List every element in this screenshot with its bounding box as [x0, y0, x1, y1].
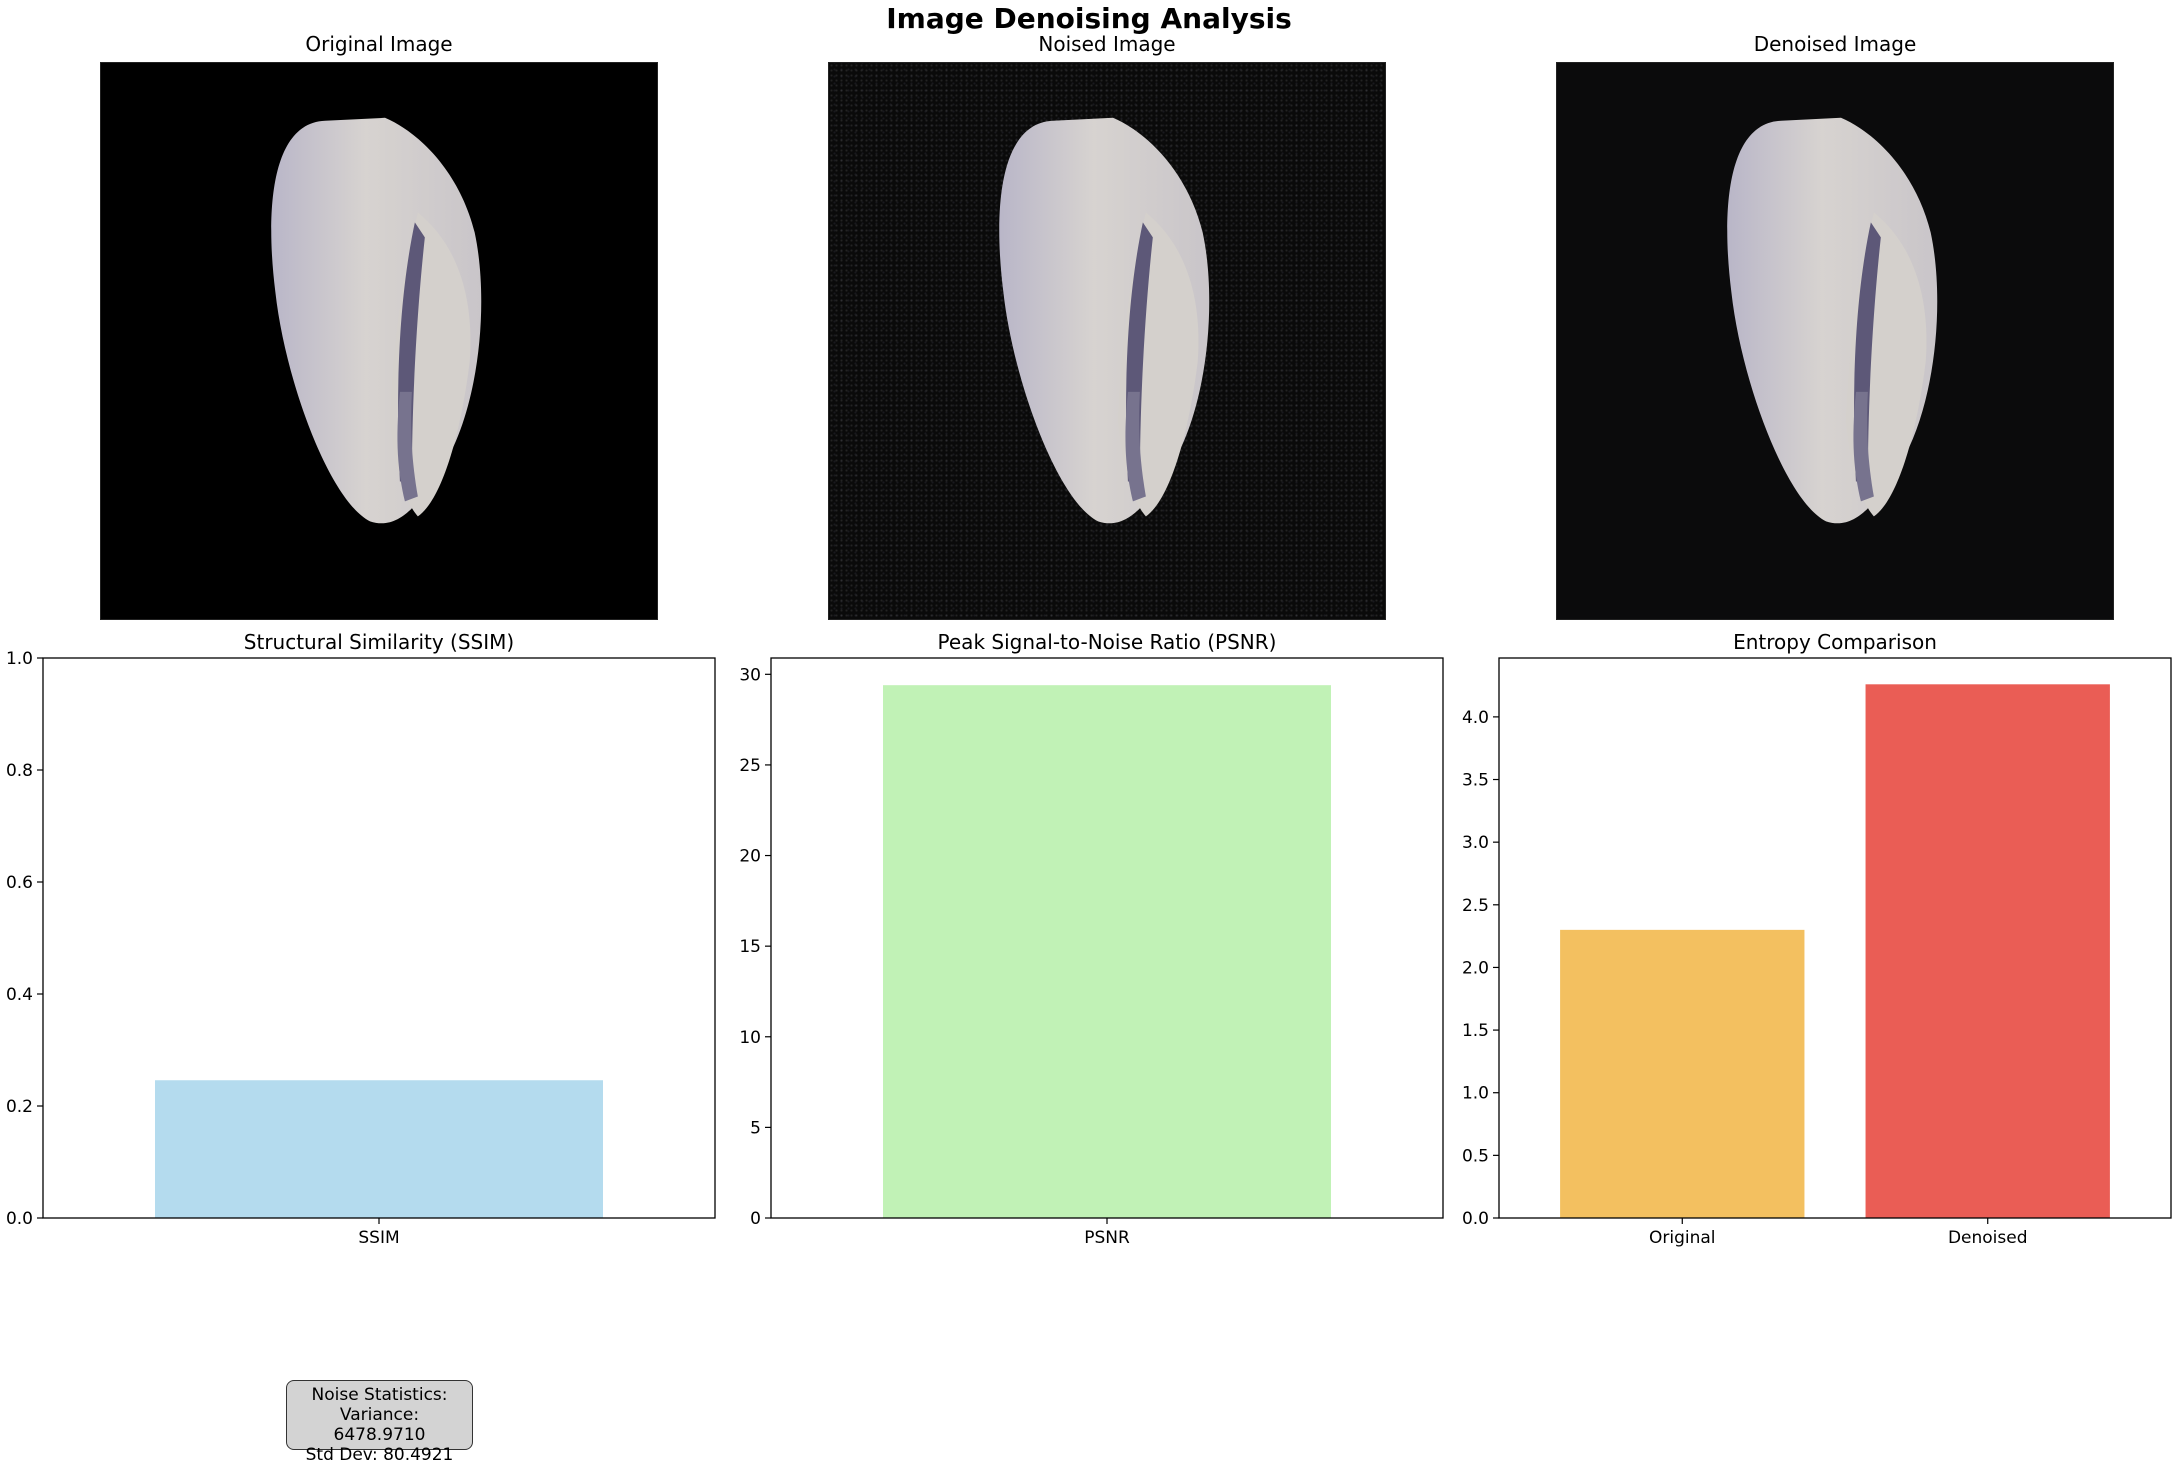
y-tick-label: 0	[750, 1209, 761, 1229]
y-tick-label: 0.2	[6, 1097, 33, 1117]
noise-std-dev: Std Dev: 80.4921	[305, 1445, 454, 1465]
y-tick-label: 1.0	[1462, 1084, 1489, 1104]
y-tick-label: 1.5	[1462, 1021, 1489, 1041]
noise-statistics-heading: Noise Statistics:	[311, 1385, 448, 1405]
entropy-chart-title: Entropy Comparison	[1733, 630, 1937, 654]
y-tick-label: 2.0	[1462, 958, 1489, 978]
noised-image	[828, 62, 1386, 620]
y-tick-label: 0.5	[1462, 1146, 1489, 1166]
x-tick-label: Denoised	[1948, 1228, 2028, 1248]
y-tick-label: 20	[739, 847, 761, 867]
y-tick-label: 3.5	[1462, 771, 1489, 791]
x-tick-label: PSNR	[1084, 1228, 1130, 1248]
y-tick-label: 10	[739, 1028, 761, 1048]
pistachio-image	[271, 117, 482, 524]
y-tick-label: 2.5	[1462, 896, 1489, 916]
denoised-image	[1556, 62, 2114, 620]
pistachio-image	[999, 117, 1210, 524]
y-tick-label: 25	[739, 756, 761, 776]
x-tick-label: Original	[1649, 1228, 1716, 1248]
noised-image-title: Noised Image	[1038, 32, 1176, 56]
bar-ssim	[155, 1080, 603, 1218]
original-image	[100, 62, 658, 620]
y-tick-label: 0.6	[6, 873, 33, 893]
bar-denoised	[1865, 684, 2110, 1218]
pistachio-image	[1727, 117, 1938, 524]
x-tick-label: SSIM	[358, 1228, 399, 1248]
bar-original	[1560, 929, 1805, 1218]
y-tick-label: 0.0	[6, 1209, 33, 1229]
y-tick-label: 4.0	[1462, 708, 1489, 728]
y-tick-label: 1.0	[6, 649, 33, 669]
y-tick-label: 5	[750, 1118, 761, 1138]
original-image-title: Original Image	[305, 32, 453, 56]
noise-variance: Variance: 6478.9710	[333, 1405, 426, 1445]
y-tick-label: 0.0	[1462, 1209, 1489, 1229]
y-tick-label: 30	[739, 665, 761, 685]
plot-frame	[1498, 657, 2172, 1219]
y-tick-label: 15	[739, 937, 761, 957]
figure-title: Image Denoising Analysis	[886, 2, 1292, 35]
noise-statistics-box: Noise Statistics: Variance: 6478.9710 St…	[286, 1380, 473, 1465]
y-tick-label: 0.8	[6, 761, 33, 781]
psnr-chart-title: Peak Signal-to-Noise Ratio (PSNR)	[937, 630, 1277, 654]
y-tick-label: 3.0	[1462, 833, 1489, 853]
denoised-image-title: Denoised Image	[1753, 32, 1917, 56]
bar-psnr	[883, 685, 1331, 1218]
ssim-chart-title: Structural Similarity (SSIM)	[243, 630, 515, 654]
y-tick-label: 0.4	[6, 985, 33, 1005]
